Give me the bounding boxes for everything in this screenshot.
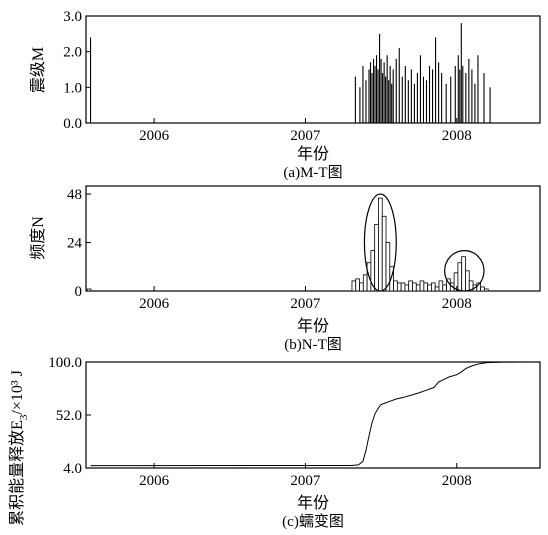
panel-b-x-label: 年份 [297, 317, 329, 335]
y-tick-label: 100.0 [48, 355, 82, 371]
frequency-bar [359, 282, 364, 292]
panel-b: 0 24 48 2006 2007 2008 频度N 年份 (b)N-T图 [29, 185, 541, 353]
panel-c-x-ticks: 2006 2007 2008 [139, 463, 472, 489]
panel-c: 4.0 52.0 100.0 2006 2007 2008 累积能量释放E3/×10³ … [8, 355, 541, 530]
panel-c-y-label: 累积能量释放E3/×10³ J [8, 370, 30, 526]
panel-a-y-label: 震级M [29, 47, 47, 93]
panel-a-x-label: 年份 [297, 145, 329, 163]
panel-b-y-label: 频度N [29, 216, 47, 260]
panel-b-frame [85, 185, 541, 292]
frequency-bar [400, 282, 406, 292]
frequency-bar [431, 282, 436, 292]
frequency-bar [457, 262, 463, 292]
frequency-bar [389, 266, 394, 292]
panel-c-y-label-unit: /×10³ J [9, 370, 26, 415]
panel-a-x-ticks: 2006 2007 2008 [139, 118, 472, 144]
x-tick-label: 2006 [139, 473, 170, 489]
panel-b-y-ticks: 0 24 48 [67, 187, 91, 300]
panel-a-bars [89, 23, 491, 123]
y-tick-label: 0 [75, 284, 83, 300]
y-tick-label: 48 [67, 187, 82, 203]
panel-c-caption: (c)蠕变图 [282, 513, 344, 530]
y-tick-label: 0.0 [63, 116, 82, 132]
y-tick-label: 4.0 [63, 461, 82, 477]
panel-c-x-label: 年份 [297, 494, 329, 512]
frequency-bar [355, 278, 360, 292]
frequency-bar [427, 284, 432, 292]
frequency-bar [362, 274, 368, 292]
y-tick-label: 52.0 [56, 408, 82, 424]
x-tick-label: 2008 [442, 296, 472, 312]
panel-c-frame [85, 361, 541, 469]
x-tick-label: 2007 [290, 128, 321, 144]
frequency-bar [465, 270, 470, 292]
frequency-bar [381, 215, 387, 292]
panel-a-caption: (a)M-T图 [283, 164, 342, 181]
y-tick-label: 3.0 [63, 9, 82, 25]
frequency-bar [442, 284, 447, 292]
frequency-bar [404, 284, 410, 292]
frequency-bar [351, 280, 357, 292]
frequency-bar [434, 286, 440, 292]
highlight-ellipse [363, 193, 397, 292]
panel-b-annotations [363, 193, 485, 292]
panel-b-bars [86, 197, 540, 292]
frequency-bar [419, 280, 425, 292]
frequency-bar [438, 280, 444, 292]
frequency-bar [396, 282, 402, 292]
panel-a-frame [85, 15, 541, 124]
frequency-bar [393, 280, 398, 292]
panel-c-y-label-main: 累积能量释放E [8, 420, 26, 526]
frequency-bar [461, 256, 466, 292]
frequency-bar [415, 284, 421, 292]
x-tick-label: 2008 [442, 128, 472, 144]
frequency-bar [412, 282, 417, 292]
panel-c-y-label-sub: 3 [18, 414, 30, 420]
frequency-bar [483, 288, 489, 292]
panel-b-x-ticks: 2006 2007 2008 [139, 286, 472, 312]
frequency-bar [374, 223, 379, 292]
x-tick-label: 2006 [139, 296, 170, 312]
x-tick-label: 2007 [290, 473, 321, 489]
panel-a-y-ticks: 0.0 1.0 2.0 3.0 [63, 9, 91, 132]
y-tick-label: 24 [67, 236, 83, 252]
frequency-bar [378, 197, 383, 292]
x-tick-label: 2006 [139, 128, 170, 144]
frequency-bar [423, 282, 429, 292]
highlight-ellipse [444, 250, 485, 292]
y-tick-label: 2.0 [63, 45, 82, 61]
x-tick-label: 2008 [442, 473, 472, 489]
x-tick-label: 2007 [290, 296, 321, 312]
frequency-bar [480, 286, 485, 292]
y-tick-label: 1.0 [63, 80, 82, 96]
panel-c-series-line [90, 361, 525, 467]
panel-c-y-ticks: 4.0 52.0 100.0 [48, 355, 91, 477]
frequency-bar [408, 280, 413, 292]
panel-b-caption: (b)N-T图 [284, 336, 341, 353]
panel-a: 0.0 1.0 2.0 3.0 2006 2007 2008 震级M 年份 (a)M-T图 [29, 9, 541, 181]
